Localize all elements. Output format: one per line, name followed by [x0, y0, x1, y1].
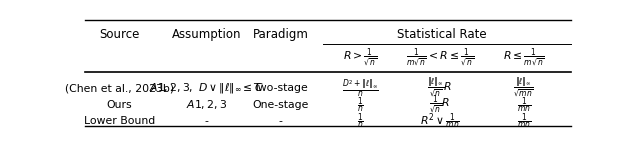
Text: $A1,2,3,\ D \vee \|\ell\|_\infty \leq C$: $A1,2,3,\ D \vee \|\ell\|_\infty \leq C$ — [149, 81, 264, 95]
Text: $\frac{\|\ell\|_\infty}{\sqrt{n}}R$: $\frac{\|\ell\|_\infty}{\sqrt{n}}R$ — [427, 76, 452, 100]
Text: One-stage: One-stage — [253, 100, 309, 109]
Text: $\frac{1}{m\sqrt{n}} < R \leq \frac{1}{\sqrt{n}}$: $\frac{1}{m\sqrt{n}} < R \leq \frac{1}{\… — [406, 46, 474, 69]
Text: $\frac{1}{\sqrt{n}}R$: $\frac{1}{\sqrt{n}}R$ — [429, 93, 451, 116]
Text: Statistical Rate: Statistical Rate — [397, 28, 487, 41]
Text: Ours: Ours — [107, 100, 132, 109]
Text: -: - — [205, 116, 209, 126]
Text: $\frac{1}{mn}$: $\frac{1}{mn}$ — [516, 95, 531, 114]
Text: $\frac{\|\ell\|_\infty}{\sqrt{mn}}$: $\frac{\|\ell\|_\infty}{\sqrt{mn}}$ — [513, 76, 534, 100]
Text: -: - — [279, 116, 283, 126]
Text: Source: Source — [99, 28, 140, 41]
Text: $\frac{1}{mn}$: $\frac{1}{mn}$ — [516, 111, 531, 131]
Text: $R \leq \frac{1}{m\sqrt{n}}$: $R \leq \frac{1}{m\sqrt{n}}$ — [503, 46, 545, 69]
Text: $R > \frac{1}{\sqrt{n}}$: $R > \frac{1}{\sqrt{n}}$ — [343, 46, 378, 69]
Text: Assumption: Assumption — [172, 28, 241, 41]
Text: $R^2 \vee \frac{1}{mn}$: $R^2 \vee \frac{1}{mn}$ — [420, 111, 460, 131]
Text: Lower Bound: Lower Bound — [84, 116, 156, 126]
Text: $A1,2,3$: $A1,2,3$ — [186, 98, 227, 111]
Text: $\frac{D^2+\|\ell\|_\infty}{n}$: $\frac{D^2+\|\ell\|_\infty}{n}$ — [342, 78, 379, 99]
Text: Two-stage: Two-stage — [253, 83, 308, 93]
Text: $\frac{1}{n}$: $\frac{1}{n}$ — [357, 111, 364, 131]
Text: Paradigm: Paradigm — [253, 28, 309, 41]
Text: (Chen et al., 2023b): (Chen et al., 2023b) — [65, 83, 174, 93]
Text: $\frac{1}{n}$: $\frac{1}{n}$ — [357, 95, 364, 114]
